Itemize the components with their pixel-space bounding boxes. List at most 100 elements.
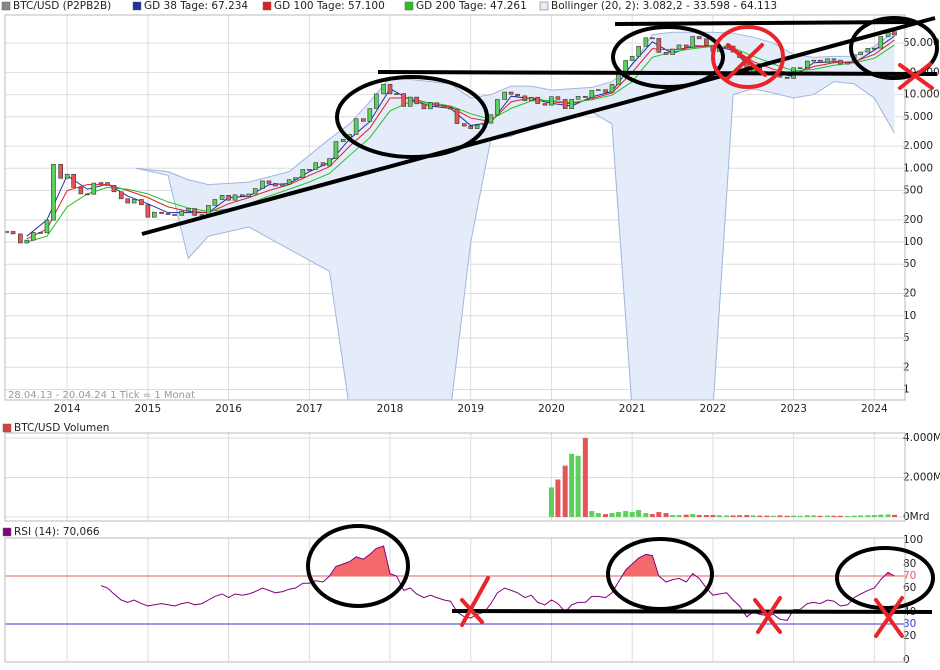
candle <box>542 103 548 106</box>
candle <box>522 95 528 101</box>
candle <box>421 103 427 110</box>
candle <box>172 214 177 216</box>
volume-bar <box>690 514 696 517</box>
volume-bar <box>817 515 823 517</box>
red-cross <box>874 596 904 638</box>
candle <box>118 191 124 200</box>
candle <box>179 210 185 216</box>
y-tick-label: 200 <box>903 214 923 226</box>
highlight-ellipse <box>835 546 935 610</box>
highlight-ellipse <box>306 524 410 608</box>
legend-swatch <box>2 527 12 537</box>
volume-bar <box>750 515 756 517</box>
candle <box>286 179 292 185</box>
candle <box>85 193 90 196</box>
volume-bar <box>555 479 561 517</box>
y-tick-label: 100 <box>903 534 923 546</box>
candle <box>650 37 655 40</box>
x-tick-label: 2020 <box>538 403 565 415</box>
volume-bar <box>595 513 601 517</box>
volume-bar <box>837 515 843 517</box>
resistance-line <box>614 20 916 26</box>
candle <box>18 233 23 244</box>
candle <box>44 219 50 234</box>
candle <box>569 98 574 109</box>
y-tick-label: 500 <box>903 184 923 196</box>
trend-line <box>141 16 936 236</box>
candle <box>636 45 641 57</box>
candle <box>441 105 447 109</box>
highlight-ellipse <box>335 75 489 159</box>
candle <box>165 213 171 215</box>
candle <box>555 96 561 100</box>
candle <box>696 36 702 40</box>
highlight-ellipse <box>849 16 939 80</box>
candle <box>327 158 332 167</box>
volume-bar <box>636 510 642 517</box>
volume-bar <box>797 515 803 517</box>
volume-bar <box>703 515 709 517</box>
candle <box>313 162 319 170</box>
y-tick-label: 2.000 <box>903 140 933 152</box>
candle <box>784 76 790 79</box>
y-tick-label: 50 <box>903 258 916 270</box>
legend-label: BTC/USD (P2PB2B) <box>13 0 111 12</box>
volume-bar <box>643 513 649 517</box>
red-cross <box>460 576 490 627</box>
candle <box>805 60 810 68</box>
candle <box>105 182 110 186</box>
volume-bar <box>603 514 609 517</box>
candle <box>515 93 520 97</box>
candle <box>595 89 601 91</box>
volume-bar <box>575 455 581 517</box>
candle <box>474 124 480 129</box>
candle <box>199 214 205 216</box>
candle <box>24 239 30 244</box>
candle <box>387 83 393 95</box>
candle <box>583 96 588 98</box>
x-tick-label: 2021 <box>619 403 646 415</box>
candle <box>575 96 581 100</box>
candle <box>797 67 803 69</box>
candle <box>858 51 863 56</box>
volume-bar <box>696 515 702 517</box>
volume-bar <box>670 515 676 517</box>
candle <box>381 83 386 95</box>
candle <box>394 93 399 95</box>
volume-frame <box>4 432 906 522</box>
candle <box>448 107 453 110</box>
volume-bar <box>716 515 722 517</box>
candle <box>78 187 84 195</box>
volume-bar <box>615 512 621 517</box>
candle <box>219 195 225 200</box>
candle <box>307 168 312 171</box>
candle <box>872 47 877 50</box>
candle <box>401 93 407 107</box>
volume-bar <box>623 511 629 517</box>
rsi-frame <box>4 537 906 663</box>
volume-bar <box>629 512 635 517</box>
legend-swatch <box>539 1 549 11</box>
candle <box>273 183 278 187</box>
volume-bar <box>845 516 851 517</box>
candle <box>407 96 413 107</box>
volume-bar <box>777 515 783 517</box>
candle <box>280 183 285 187</box>
price-frame <box>4 14 906 401</box>
legend-swatch <box>1 1 11 11</box>
x-tick-label: 2023 <box>780 403 807 415</box>
candle <box>825 58 830 63</box>
volume-bar <box>582 438 588 517</box>
candle <box>293 177 298 181</box>
panel-title: BTC/USD Volumen <box>14 422 109 434</box>
volume-bar <box>589 511 595 517</box>
volume-bar <box>858 515 864 517</box>
y-tick-label: 1 <box>903 383 910 395</box>
candle <box>367 108 373 122</box>
candle <box>535 96 541 104</box>
y-tick-label: 50.000 <box>903 37 940 49</box>
candle <box>454 108 460 124</box>
y-tick-label: 10 <box>903 310 916 322</box>
candle <box>468 125 474 129</box>
x-tick-label: 2024 <box>861 403 888 415</box>
